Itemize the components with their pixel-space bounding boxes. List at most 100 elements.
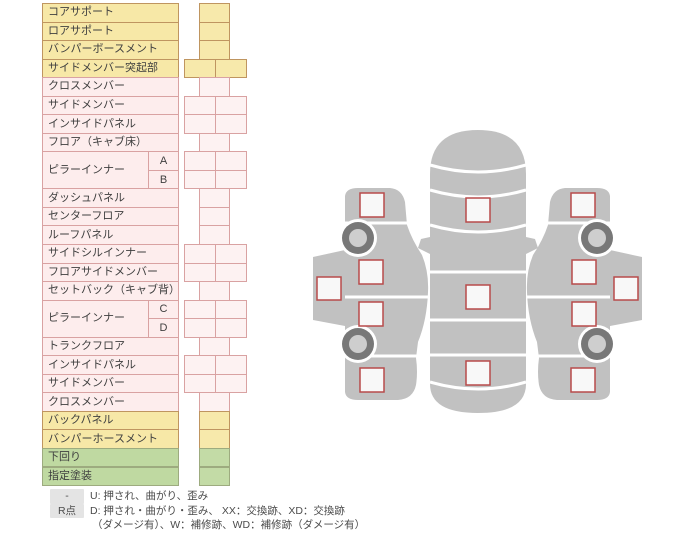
part-row: センターフロア [42, 206, 248, 227]
windshield-line [429, 223, 527, 234]
damage-mark-cell[interactable] [184, 114, 216, 134]
damage-mark-cell[interactable] [184, 355, 216, 375]
damage-mark-cell[interactable] [199, 21, 230, 42]
hood-line [429, 163, 527, 174]
right-mirror-shape [526, 237, 538, 254]
part-row: サイドメンバー [42, 95, 248, 116]
part-row: バンパーボースメント [42, 40, 248, 60]
marker-right-front-fender[interactable] [570, 192, 596, 218]
part-row: サイドメンバー突起部 [42, 58, 248, 79]
part-label: ロアサポート [42, 21, 179, 42]
damage-mark-cell[interactable] [184, 58, 216, 79]
part-row: クロスメンバー [42, 392, 248, 412]
part-label: ルーフパネル [42, 225, 179, 245]
damage-mark-cell[interactable] [199, 225, 230, 245]
damage-mark-cell[interactable] [184, 95, 216, 116]
part-label: サイドメンバー突起部 [42, 58, 179, 79]
part-label: センターフロア [42, 206, 179, 227]
part-label: バンパーボースメント [42, 40, 179, 60]
damage-mark-cell[interactable] [215, 318, 247, 338]
marker-right-front-end[interactable] [613, 276, 639, 301]
marker-right-rear-door[interactable] [571, 301, 597, 327]
part-row: バンパーホースメント [42, 429, 248, 449]
marker-left-front-fender[interactable] [359, 192, 385, 218]
damage-mark-cell[interactable] [215, 114, 247, 134]
marker-left-rear-fender[interactable] [359, 367, 385, 393]
damage-mark-cell[interactable] [199, 40, 230, 60]
marker-left-front-end[interactable] [316, 276, 342, 301]
part-label: コアサポート [42, 3, 179, 23]
damage-mark-cell[interactable] [215, 373, 247, 394]
marker-left-front-door[interactable] [358, 259, 384, 285]
part-label: ダッシュパネル [42, 188, 179, 208]
damage-mark-cell[interactable] [215, 299, 247, 320]
marker-right-rear-fender[interactable] [570, 367, 596, 393]
damage-mark-cell[interactable] [215, 58, 247, 79]
damage-mark-cell[interactable] [215, 262, 247, 283]
damage-mark-cell[interactable] [199, 466, 230, 487]
damage-mark-cell[interactable] [184, 169, 216, 190]
damage-mark-cell[interactable] [199, 281, 230, 301]
part-sublabel: B [148, 169, 179, 190]
damage-mark-cell[interactable] [184, 244, 216, 264]
damage-mark-cell[interactable] [199, 77, 230, 97]
damage-mark-cell[interactable] [184, 262, 216, 283]
right-side-view [526, 188, 642, 400]
part-row: ピラーインナー A B [42, 151, 248, 190]
part-row: トランクフロア [42, 336, 248, 357]
damage-mark-cell[interactable] [199, 188, 230, 208]
damage-mark-cell[interactable] [215, 95, 247, 116]
part-label: クロスメンバー [42, 77, 179, 97]
part-row: 下回り [42, 447, 248, 468]
damage-mark-cell[interactable] [199, 447, 230, 468]
marker-right-front-door[interactable] [571, 259, 597, 285]
damage-mark-cell[interactable] [199, 206, 230, 227]
part-row: フロアサイドメンバー [42, 262, 248, 283]
damage-mark-cell[interactable] [184, 318, 216, 338]
damage-mark-cell[interactable] [215, 355, 247, 375]
damage-mark-cells [184, 410, 248, 431]
damage-mark-cells [184, 244, 248, 264]
right-side-body-shape [526, 188, 610, 400]
part-row: ダッシュパネル [42, 188, 248, 208]
part-row: クロスメンバー [42, 77, 248, 97]
part-row: フロア（キャブ床） [42, 132, 248, 153]
damage-mark-cell[interactable] [199, 3, 230, 23]
left-front-wheel-icon [339, 219, 377, 257]
marker-top-center[interactable] [465, 284, 491, 310]
marker-top-front[interactable] [465, 197, 491, 223]
part-label: トランクフロア [42, 336, 179, 357]
part-sublabel: C [148, 299, 179, 320]
damage-mark-cell[interactable] [215, 244, 247, 264]
damage-mark-cell[interactable] [215, 169, 247, 190]
part-label: サイドメンバー [42, 95, 179, 116]
damage-mark-cell[interactable] [199, 410, 230, 431]
damage-mark-cell[interactable] [199, 336, 230, 357]
damage-mark-cell[interactable] [215, 151, 247, 171]
damage-mark-cell[interactable] [184, 299, 216, 320]
part-row: バックパネル [42, 410, 248, 431]
damage-mark-cell[interactable] [199, 392, 230, 412]
damage-mark-cell[interactable] [184, 373, 216, 394]
damage-mark-cells [184, 225, 248, 245]
part-sublabel: D [148, 318, 179, 338]
damage-mark-cells [184, 447, 248, 468]
right-front-wheel-icon [578, 219, 616, 257]
marker-left-rear-door[interactable] [358, 301, 384, 327]
damage-mark-cells [184, 206, 248, 227]
part-row: ピラーインナー C D [42, 299, 248, 338]
damage-mark-cells [184, 429, 248, 449]
damage-mark-cells [184, 281, 248, 301]
damage-mark-cell[interactable] [199, 429, 230, 449]
damage-mark-cells [184, 355, 248, 375]
damage-mark-cell[interactable] [199, 132, 230, 153]
legend-badge-dash: - [50, 489, 84, 504]
part-row: ルーフパネル [42, 225, 248, 245]
top-view [418, 130, 538, 413]
marker-top-rear[interactable] [465, 360, 491, 386]
damage-mark-cell[interactable] [184, 151, 216, 171]
damage-mark-cells [184, 151, 248, 190]
damage-mark-cells [184, 299, 248, 338]
damage-mark-cells [184, 373, 248, 394]
